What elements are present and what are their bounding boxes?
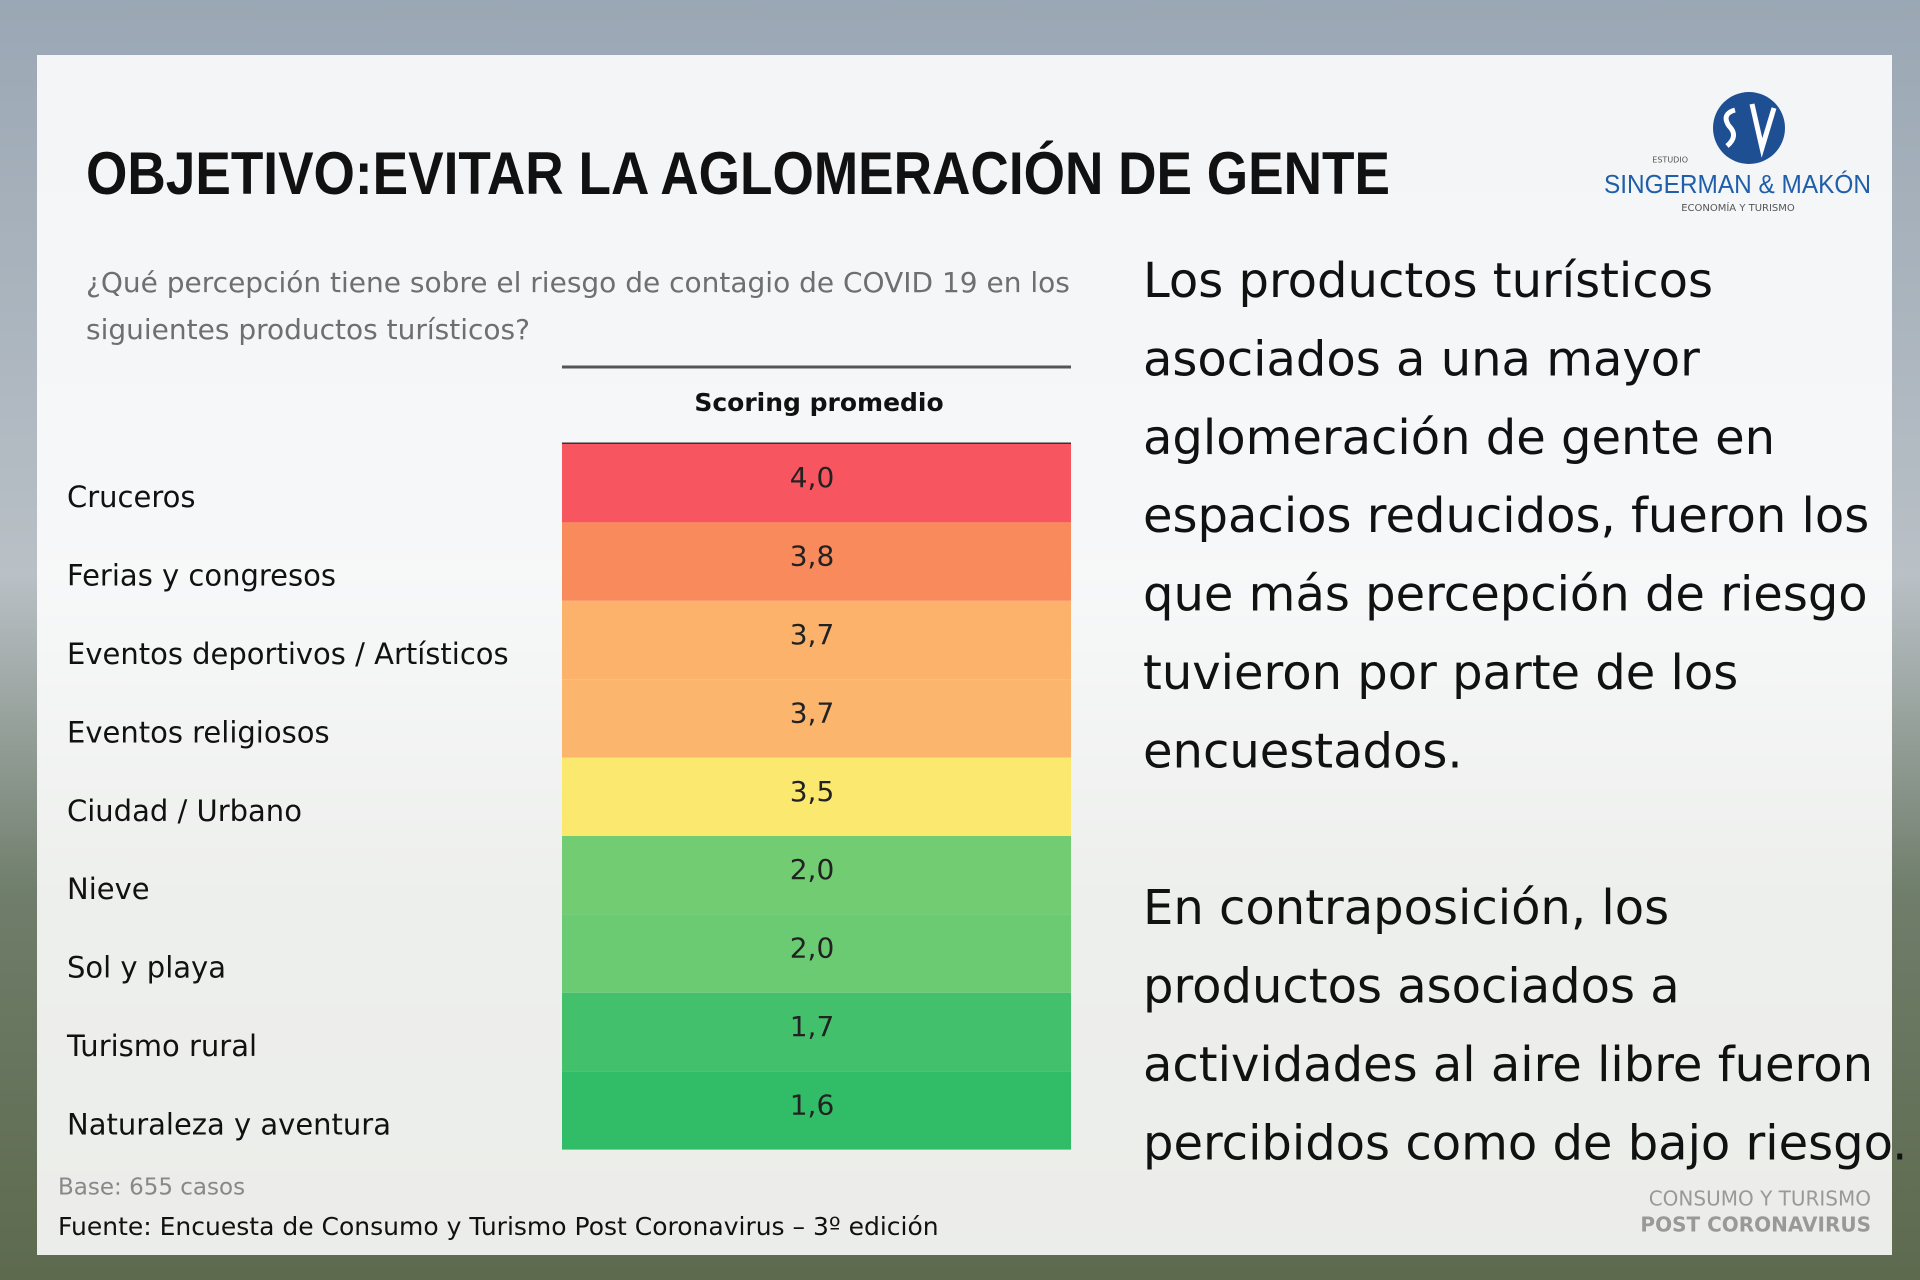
score-cell: [562, 679, 1071, 758]
score-value: 3,5: [790, 775, 835, 808]
body-line: aglomeración de gente en: [1143, 410, 1775, 466]
body-line: encuestados.: [1143, 723, 1463, 779]
score-cell: [562, 836, 1071, 915]
row-label: Cruceros: [67, 480, 195, 514]
logo: ESTUDIO SINGERMAN & MAKÓN ECONOMÍA Y TUR…: [1604, 92, 1871, 214]
body-line: percibidos como de bajo riesgo.: [1143, 1115, 1907, 1171]
score-cell: [562, 992, 1071, 1072]
base-note: Base: 655 casos: [58, 1175, 245, 1201]
content: OBJETIVO:EVITAR LA AGLOMERACIÓN DE GENTE…: [58, 92, 1907, 1241]
logo-tagline: ECONOMÍA Y TURISMO: [1681, 201, 1795, 214]
score-cell: [562, 914, 1071, 993]
row-label: Turismo rural: [66, 1029, 257, 1063]
logo-monogram: [1723, 103, 1777, 158]
body-line: En contraposición, los: [1143, 880, 1669, 936]
body-line: tuvieron por parte de los: [1143, 645, 1738, 701]
row-label: Nieve: [67, 872, 150, 906]
score-cell: [562, 444, 1071, 523]
body-line: actividades al aire libre fueron: [1143, 1037, 1873, 1093]
body-line: que más percepción de riesgo: [1143, 567, 1868, 623]
row-label: Ferias y congresos: [67, 559, 336, 593]
score-value: 3,7: [790, 696, 835, 729]
score-value: 2,0: [790, 853, 835, 886]
source-note: Fuente: Encuesta de Consumo y Turismo Po…: [58, 1212, 939, 1241]
footer-brand: POST CORONAVIRUS: [1640, 1213, 1871, 1237]
logo-name: SINGERMAN & MAKÓN: [1604, 169, 1871, 199]
row-label: Eventos deportivos / Artísticos: [67, 637, 509, 671]
score-value: 3,7: [790, 618, 835, 651]
body-line: asociados a una mayor: [1143, 331, 1700, 387]
slide-title: OBJETIVO:EVITAR LA AGLOMERACIÓN DE GENTE: [86, 140, 1390, 207]
row-label: Sol y playa: [67, 951, 226, 985]
body-line: Los productos turísticos: [1143, 253, 1713, 309]
logo-prefix: ESTUDIO: [1652, 156, 1688, 165]
score-value: 4,0: [790, 461, 835, 494]
footer-brand: CONSUMO Y TURISMO: [1649, 1187, 1871, 1211]
body-line: espacios reducidos, fueron los: [1143, 488, 1869, 544]
score-cell: [562, 600, 1071, 680]
logo-emblem: [1713, 92, 1785, 164]
body-line: productos asociados a: [1143, 959, 1680, 1015]
row-label: Ciudad / Urbano: [67, 794, 302, 828]
score-cell: [562, 757, 1071, 836]
score-value: 1,6: [790, 1088, 835, 1121]
score-value: 3,8: [790, 540, 835, 573]
score-cell: [562, 1071, 1071, 1150]
table-header: Scoring promedio: [694, 388, 943, 417]
row-label: Eventos religiosos: [67, 715, 330, 749]
question-line: siguientes productos turísticos?: [86, 313, 530, 346]
question-line: ¿Qué percepción tiene sobre el riesgo de…: [86, 266, 1070, 299]
score-value: 2,0: [790, 932, 835, 965]
row-label: Naturaleza y aventura: [67, 1107, 391, 1141]
score-cell: [562, 522, 1071, 601]
score-value: 1,7: [790, 1010, 835, 1043]
